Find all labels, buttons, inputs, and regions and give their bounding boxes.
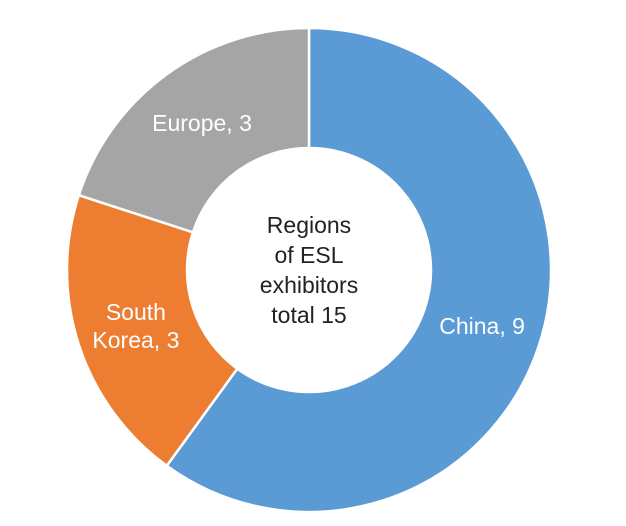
center-text: Regions of ESL exhibitors total 15 (260, 212, 358, 328)
center-text-line: Regions (267, 212, 351, 238)
slice-europe (77, 26, 311, 234)
slice-china (165, 26, 553, 514)
center-text-line: total 15 (271, 302, 346, 328)
slice-south-korea (65, 193, 240, 468)
data-label-china: China, 9 (439, 313, 525, 339)
center-text-line: of ESL (274, 242, 343, 268)
slices-group (65, 26, 553, 514)
data-label-south-korea: South Korea, 3 (92, 299, 179, 353)
data-label-europe: Europe, 3 (152, 110, 252, 136)
slice-labels-group: China, 9 South Korea, 3 Europe, 3 (92, 110, 524, 353)
center-text-line: exhibitors (260, 272, 358, 298)
